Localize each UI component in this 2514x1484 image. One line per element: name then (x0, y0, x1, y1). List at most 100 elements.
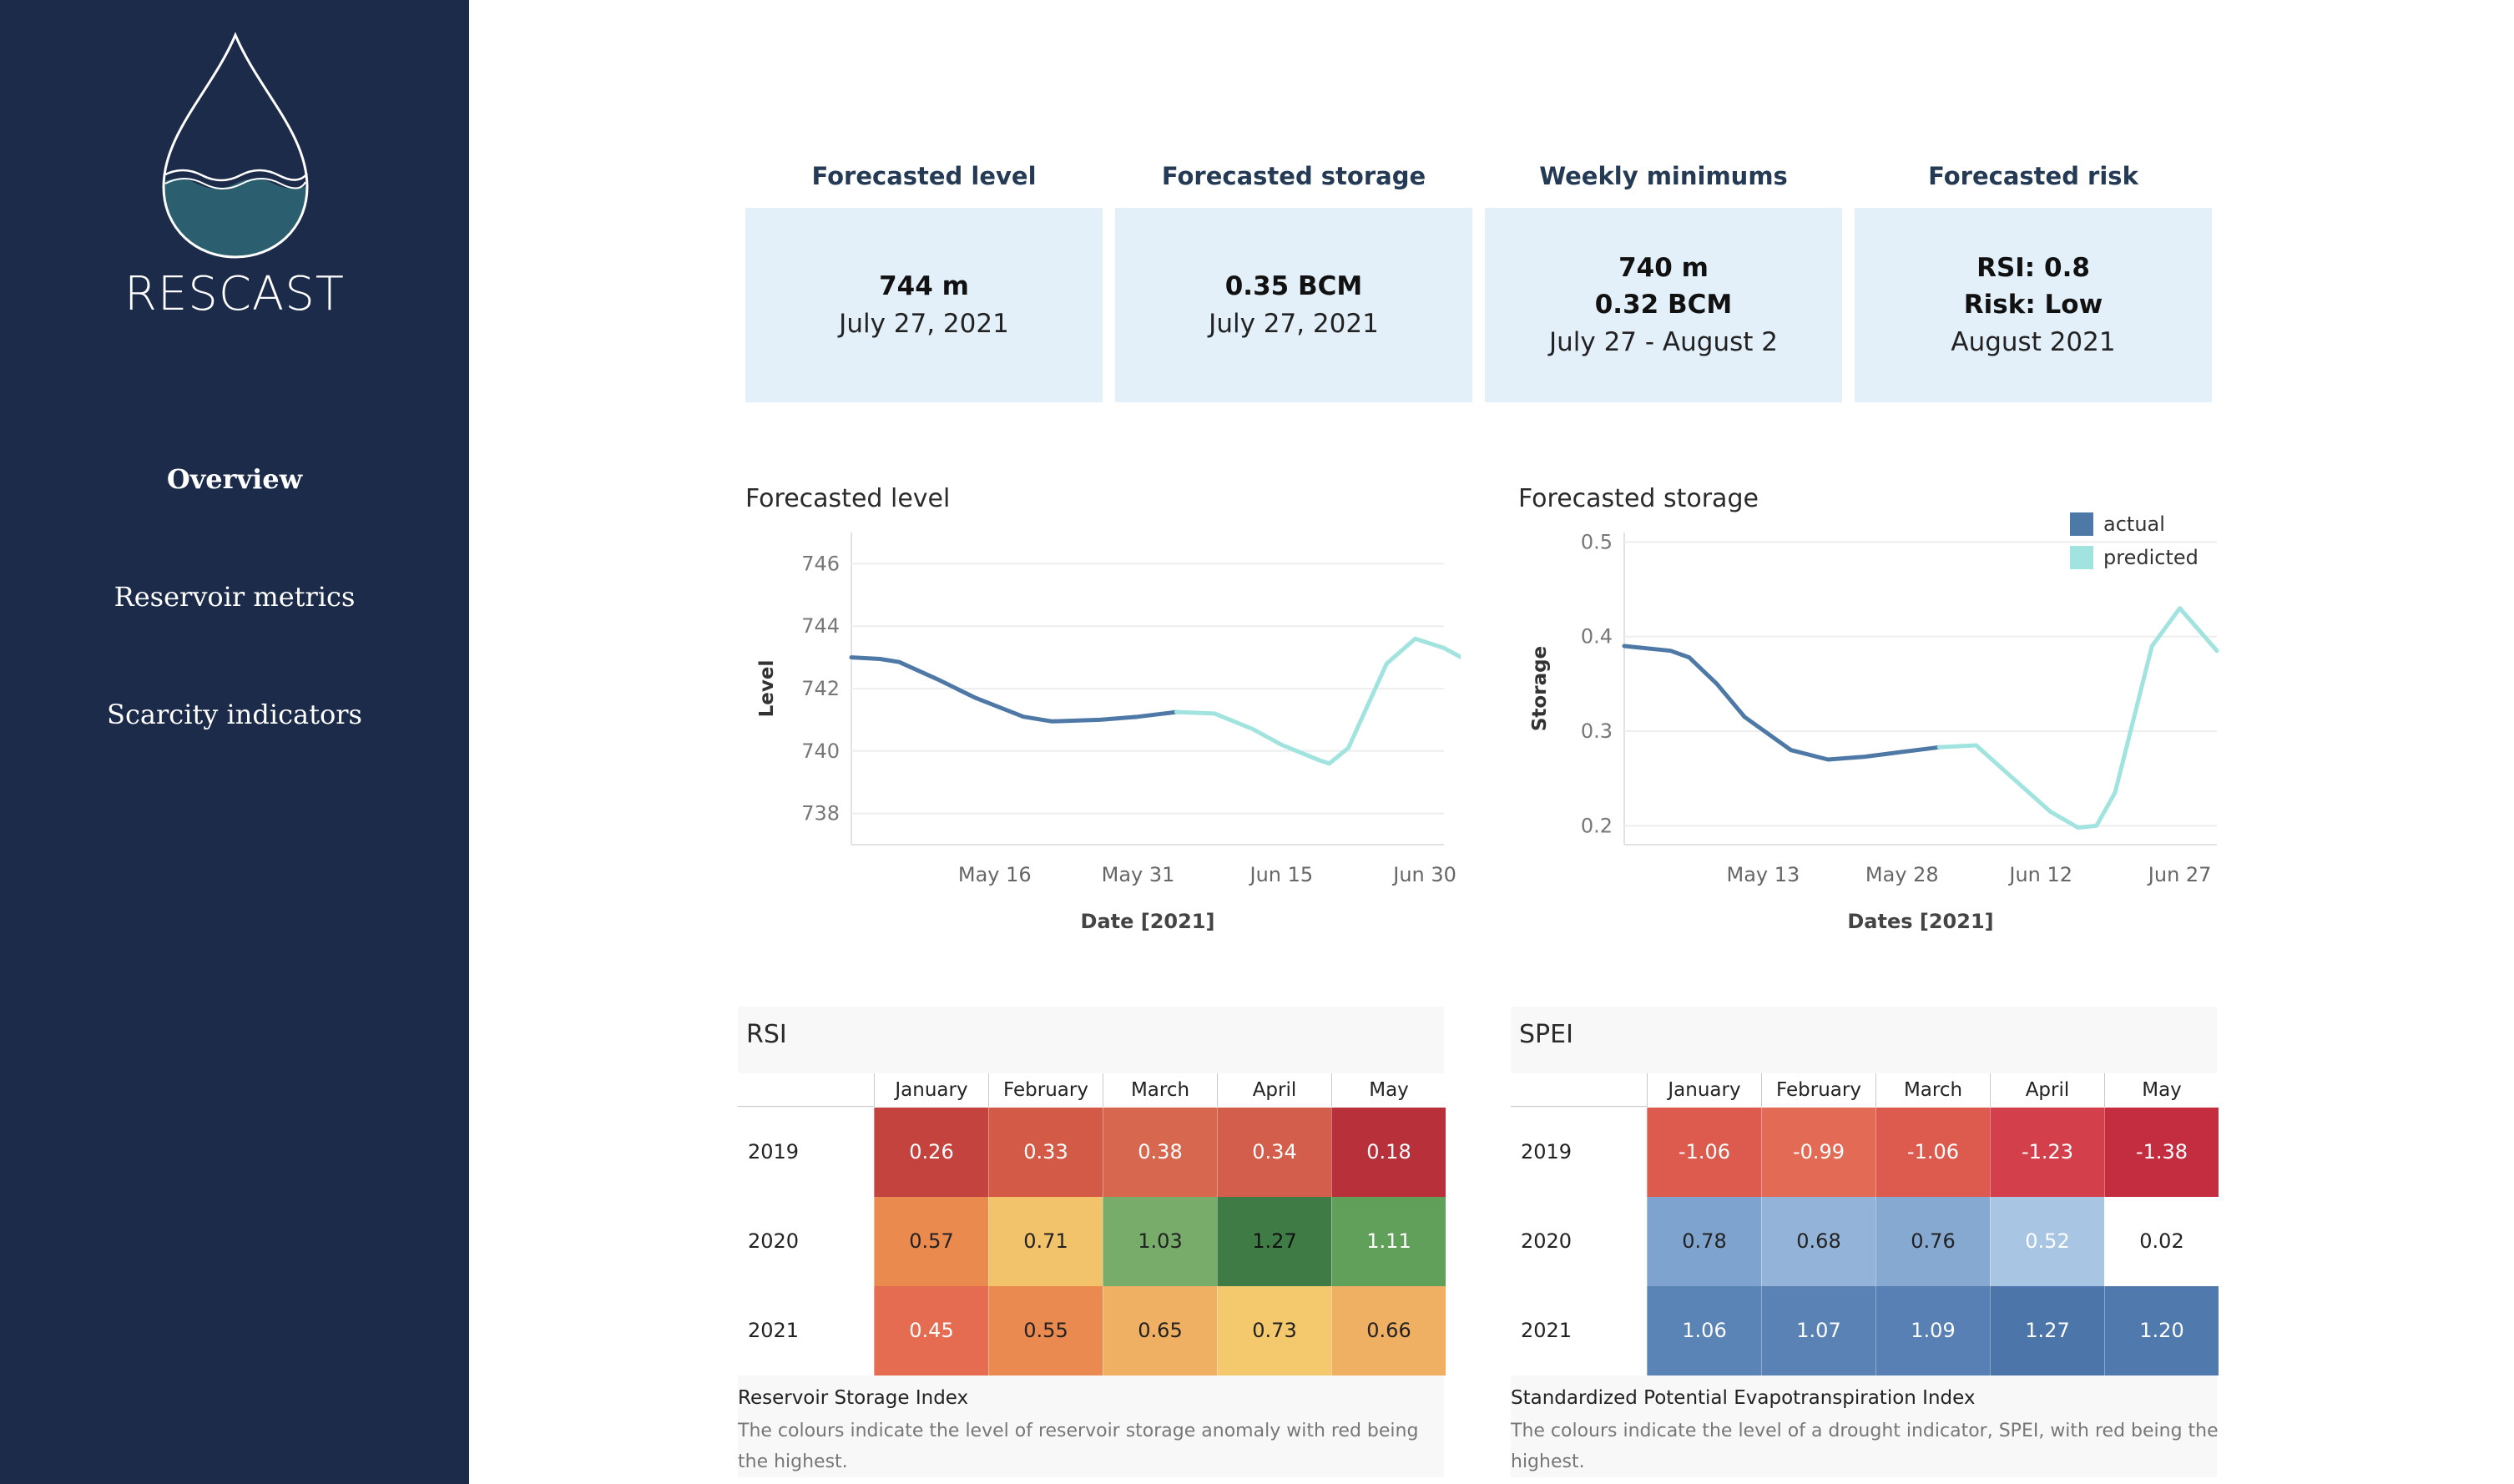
spei-heatmap-cell: 1.07 (1761, 1286, 1875, 1375)
kpi-title-level: Forecasted level (811, 162, 1037, 190)
legend-label-predicted: predicted (2103, 546, 2198, 569)
level-x-axis-label: Date [2021] (1081, 910, 1215, 933)
storage-x-tick-label: May 28 (1865, 863, 1939, 886)
rsi-heatmap-panel: RSI January February March April May 2019 0.26 0… (738, 1007, 1446, 1477)
spei-heatmap-cell: -1.06 (1647, 1108, 1761, 1197)
brand-name: RESCAST (124, 267, 345, 321)
storage-series-actual (1622, 644, 1941, 762)
spei-heatmap-cell: 0.02 (2104, 1197, 2219, 1286)
rsi-heatmap-cell: 0.34 (1217, 1108, 1331, 1197)
rsi-heatmap-cell: 1.11 (1331, 1197, 1446, 1286)
rsi-heatmap-column-header: January (874, 1073, 988, 1107)
spei-heatmap-column-header: March (1875, 1073, 1990, 1107)
storage-series-predicted (1936, 606, 2219, 830)
spei-heatmap-cell: 1.09 (1875, 1286, 1990, 1375)
rsi-heatmap-cell: 0.71 (988, 1197, 1103, 1286)
spei-heatmap-cell: 1.06 (1647, 1286, 1761, 1375)
storage-y-tick-label: 0.4 (1581, 625, 1613, 649)
spei-heatmap-title: SPEI (1519, 1020, 1573, 1049)
nav-overview[interactable]: Overview (166, 463, 303, 495)
kpi-title-storage: Forecasted storage (1161, 162, 1426, 190)
spei-heatmap-caption: Standardized Potential Evapotranspiratio… (1511, 1387, 1976, 1409)
rsi-heatmap-title: RSI (746, 1020, 787, 1049)
spei-heatmap-row-label: 2019 (1511, 1108, 1647, 1197)
level-x-tick-label: May 16 (958, 863, 1032, 886)
chart-legend: actual predicted (2070, 507, 2198, 574)
storage-x-tick-label: May 13 (1727, 863, 1800, 886)
kpi-card-level: 744 m July 27, 2021 (745, 208, 1103, 402)
water-drop-logo-icon (162, 32, 309, 259)
spei-heatmap-cell: 0.78 (1647, 1197, 1761, 1286)
storage-x-tick-label: Jun 12 (2007, 863, 2072, 886)
rsi-heatmap-column-header: May (1331, 1073, 1446, 1107)
spei-heatmap-note: The colours indicate the level of a drou… (1511, 1421, 2219, 1472)
rsi-heatmap-column-header: April (1217, 1073, 1331, 1107)
rsi-heatmap-cell: 1.03 (1103, 1197, 1217, 1286)
kpi-weekly-range: July 27 - August 2 (1548, 326, 1778, 357)
nav-scarcity-indicators[interactable]: Scarcity indicators (107, 699, 362, 730)
storage-y-axis-label: Storage (1529, 646, 1551, 731)
spei-heatmap-cell: 1.20 (2104, 1286, 2219, 1375)
storage-y-tick-label: 0.5 (1581, 530, 1613, 553)
level-line-chart: 746 744 742 740 738 May 16 May 31 Jun 15 Jun 30 D… (756, 533, 1461, 933)
rsi-heatmap-cell: 0.26 (874, 1108, 988, 1197)
rsi-heatmap-cell: 0.33 (988, 1108, 1103, 1197)
kpi-storage-date: July 27, 2021 (1209, 308, 1379, 339)
kpi-title-weekly-minimums: Weekly minimums (1539, 162, 1788, 190)
rsi-heatmap-cell: 0.38 (1103, 1108, 1217, 1197)
spei-heatmap-column-header: January (1647, 1073, 1761, 1107)
spei-heatmap-header-corner (1511, 1073, 1647, 1107)
spei-heatmap-cell: -1.06 (1875, 1108, 1990, 1197)
level-x-tick-label: May 31 (1102, 863, 1175, 886)
kpi-title-risk: Forecasted risk (1928, 162, 2138, 190)
spei-heatmap-row-label: 2021 (1511, 1286, 1647, 1375)
rsi-heatmap-note: The colours indicate the level of reserv… (738, 1421, 1419, 1472)
nav-reservoir-metrics[interactable]: Reservoir metrics (114, 581, 356, 613)
level-x-tick-label: Jun 30 (1391, 863, 1456, 886)
kpi-level-date: July 27, 2021 (839, 308, 1009, 339)
spei-heatmap-column-header: May (2104, 1073, 2219, 1107)
storage-x-tick-label: Jun 27 (2147, 863, 2212, 886)
spei-heatmap-cell: 0.68 (1761, 1197, 1875, 1286)
spei-heatmap-cell: -1.38 (2104, 1108, 2219, 1197)
spei-heatmap-cell: 1.27 (1990, 1286, 2104, 1375)
level-y-tick-label: 740 (801, 739, 840, 763)
level-y-tick-label: 746 (801, 552, 840, 575)
storage-y-tick-label: 0.2 (1581, 814, 1613, 837)
rsi-heatmap-row-label: 2020 (738, 1197, 874, 1286)
spei-heatmap-column-header: February (1761, 1073, 1875, 1107)
level-series-predicted (1174, 636, 1461, 766)
legend-label-actual: actual (2103, 512, 2165, 536)
rsi-heatmap-column-header: February (988, 1073, 1103, 1107)
kpi-card-risk: RSI: 0.8 Risk: Low August 2021 (1855, 208, 2212, 402)
storage-x-axis-label: Dates [2021] (1847, 910, 1993, 933)
rsi-heatmap-cell: 0.55 (988, 1286, 1103, 1375)
legend-item-actual: actual (2070, 507, 2198, 541)
legend-swatch-predicted (2070, 546, 2093, 569)
spei-heatmap-panel: SPEI January February March April May 2019 -1.0… (1511, 1007, 2219, 1477)
rsi-heatmap-cell: 0.57 (874, 1197, 988, 1286)
level-x-tick-label: Jun 15 (1248, 863, 1313, 886)
rsi-heatmap-cell: 0.65 (1103, 1286, 1217, 1375)
level-chart-title: Forecasted level (745, 484, 951, 513)
kpi-weekly-level: 740 m (1618, 252, 1709, 283)
level-y-tick-label: 742 (801, 677, 840, 700)
spei-heatmap-cell: 0.52 (1990, 1197, 2104, 1286)
sidebar: RESCAST Overview Reservoir metrics Scarc… (0, 0, 469, 1484)
kpi-card-storage: 0.35 BCM July 27, 2021 (1115, 208, 1472, 402)
kpi-risk-rsi: RSI: 0.8 (1976, 252, 2090, 283)
storage-y-tick-label: 0.3 (1581, 719, 1613, 743)
legend-item-predicted: predicted (2070, 541, 2198, 574)
spei-heatmap-cell: -1.23 (1990, 1108, 2104, 1197)
kpi-risk-level: Risk: Low (1963, 289, 2103, 320)
rsi-heatmap-row-label: 2021 (738, 1286, 874, 1375)
level-y-tick-label: 744 (801, 614, 840, 638)
kpi-storage-value: 0.35 BCM (1224, 270, 1363, 301)
rsi-heatmap-cell: 0.66 (1331, 1286, 1446, 1375)
spei-heatmap-column-header: April (1990, 1073, 2104, 1107)
rsi-heatmap-cell: 0.45 (874, 1286, 988, 1375)
kpi-card-weekly-minimums: 740 m 0.32 BCM July 27 - August 2 (1485, 208, 1842, 402)
level-y-tick-label: 738 (801, 802, 840, 825)
spei-heatmap-row-label: 2020 (1511, 1197, 1647, 1286)
rsi-heatmap-cell: 1.27 (1217, 1197, 1331, 1286)
